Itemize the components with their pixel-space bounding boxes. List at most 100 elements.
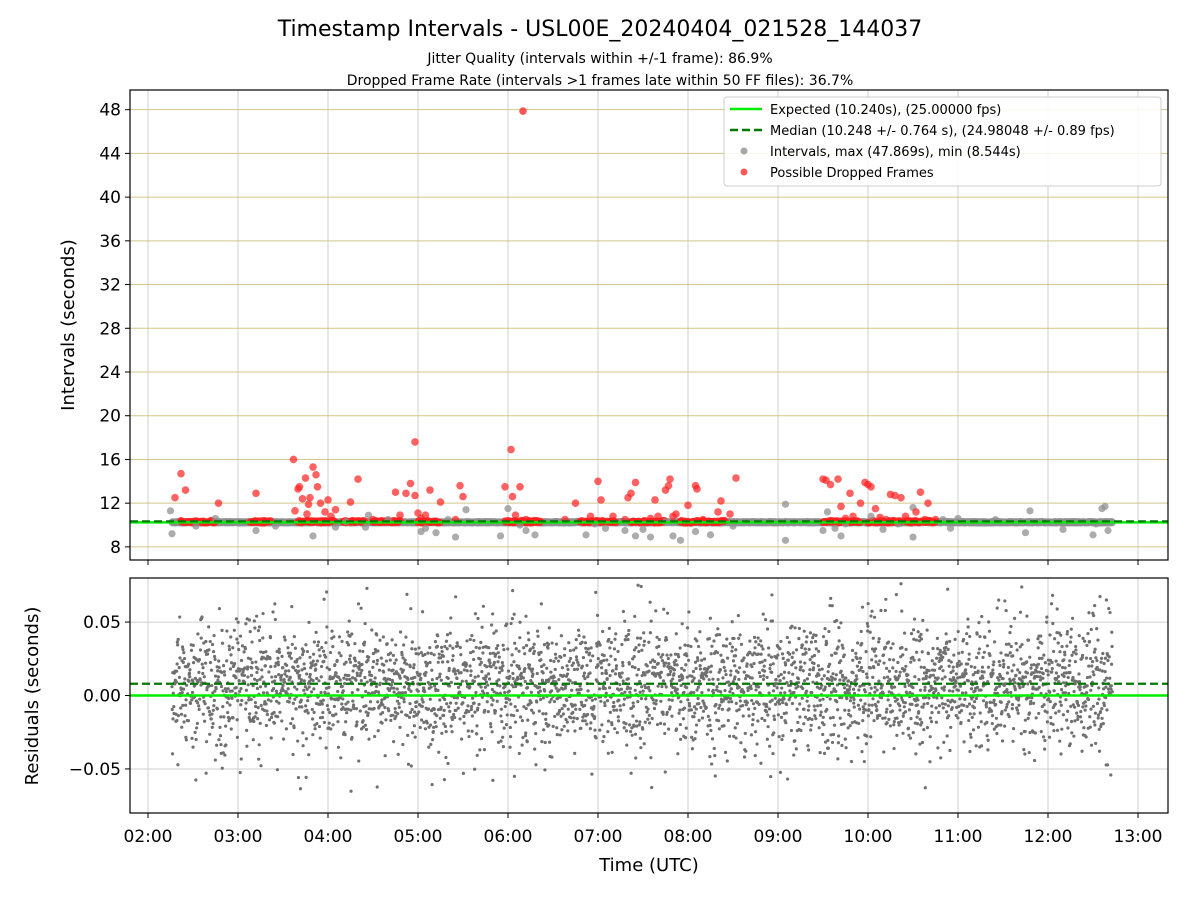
interval-point xyxy=(331,523,340,531)
residual-point xyxy=(176,714,181,718)
residual-point xyxy=(380,711,385,715)
residual-point xyxy=(363,621,367,626)
interval-point xyxy=(831,524,839,532)
residual-point xyxy=(356,602,361,606)
residual-point xyxy=(394,714,398,718)
residual-point xyxy=(394,643,398,647)
residual-point xyxy=(212,634,216,638)
residual-point xyxy=(364,689,368,694)
residual-point xyxy=(348,677,352,681)
residual-point xyxy=(361,649,365,654)
residual-point xyxy=(336,745,341,749)
residual-point xyxy=(204,771,208,775)
residual-point xyxy=(308,672,312,677)
residual-point xyxy=(347,657,352,661)
chart-subtitle-dropped: Dropped Frame Rate (intervals >1 frames … xyxy=(347,73,854,89)
residual-point xyxy=(354,663,358,668)
interval-point xyxy=(432,529,440,537)
dropped-frame-point xyxy=(181,486,190,494)
residual-point xyxy=(246,675,250,679)
residual-point xyxy=(217,659,221,663)
residual-point xyxy=(289,656,293,660)
residual-point xyxy=(312,640,316,644)
residual-point xyxy=(406,733,410,737)
residual-point xyxy=(210,683,214,688)
dropped-frame-point xyxy=(631,478,640,487)
residual-point xyxy=(230,696,234,700)
residual-point xyxy=(348,654,352,658)
interval-point xyxy=(601,524,610,532)
residual-point xyxy=(284,669,288,673)
residual-point xyxy=(425,721,429,725)
residual-point xyxy=(277,647,281,651)
dropped-frame-point xyxy=(316,499,325,507)
residual-point xyxy=(174,680,178,684)
residual-point xyxy=(288,675,292,679)
dropped-frame-point xyxy=(726,510,734,518)
residual-point xyxy=(345,711,349,715)
residual-point xyxy=(293,685,297,689)
residual-point xyxy=(350,735,354,740)
residual-point xyxy=(284,727,288,731)
interval-point xyxy=(867,512,875,520)
residual-point xyxy=(250,661,254,665)
residual-point xyxy=(430,668,434,672)
residual-point xyxy=(264,684,268,688)
residual-point xyxy=(210,642,215,647)
residual-point xyxy=(309,690,314,694)
residual-point xyxy=(268,656,272,661)
residual-point xyxy=(310,707,314,712)
residual-point xyxy=(256,667,260,671)
residual-point xyxy=(374,684,379,689)
residual-point xyxy=(182,656,187,661)
residual-point xyxy=(285,663,289,667)
interval-point xyxy=(531,531,539,539)
residual-point xyxy=(268,636,273,640)
residual-point xyxy=(349,708,353,712)
residual-point xyxy=(299,678,304,682)
residual-point xyxy=(427,745,431,749)
residual-point xyxy=(226,710,230,715)
residual-point xyxy=(314,630,318,635)
residual-point xyxy=(248,629,252,634)
residual-point xyxy=(446,660,450,664)
residual-point xyxy=(343,681,347,686)
residual-point xyxy=(349,789,353,793)
dropped-frame-point xyxy=(309,463,317,471)
residual-point xyxy=(405,662,409,666)
residual-point xyxy=(246,665,250,669)
interval-point xyxy=(837,532,845,540)
residual-point xyxy=(240,698,244,703)
interval-point xyxy=(361,523,370,531)
residual-point xyxy=(258,638,262,643)
residual-point xyxy=(276,663,281,667)
residual-point xyxy=(242,673,246,677)
residual-point xyxy=(402,700,406,704)
residual-point xyxy=(176,637,180,641)
residual-point xyxy=(319,690,323,695)
residual-point xyxy=(335,658,339,663)
interval-point xyxy=(166,507,175,515)
residual-point xyxy=(244,622,248,626)
residual-point xyxy=(307,685,311,689)
residual-point xyxy=(327,685,331,689)
chart-subtitle-jitter: Jitter Quality (intervals within +/-1 fr… xyxy=(426,51,772,67)
interval-point xyxy=(1089,531,1097,539)
residual-point xyxy=(214,687,218,691)
residual-point xyxy=(175,718,179,723)
dropped-frame-point xyxy=(511,511,520,519)
residual-point xyxy=(275,768,280,772)
residual-point xyxy=(274,689,278,693)
residual-point xyxy=(373,676,377,680)
residual-point xyxy=(391,713,395,717)
residual-point xyxy=(304,704,308,708)
dropped-frame-point xyxy=(871,504,880,513)
residual-point xyxy=(225,701,230,705)
residual-point xyxy=(217,606,222,611)
residual-point xyxy=(348,660,353,664)
dropped-frame-point xyxy=(346,498,355,506)
residual-point xyxy=(277,650,282,654)
residual-point xyxy=(201,666,205,670)
residual-point xyxy=(228,703,232,707)
